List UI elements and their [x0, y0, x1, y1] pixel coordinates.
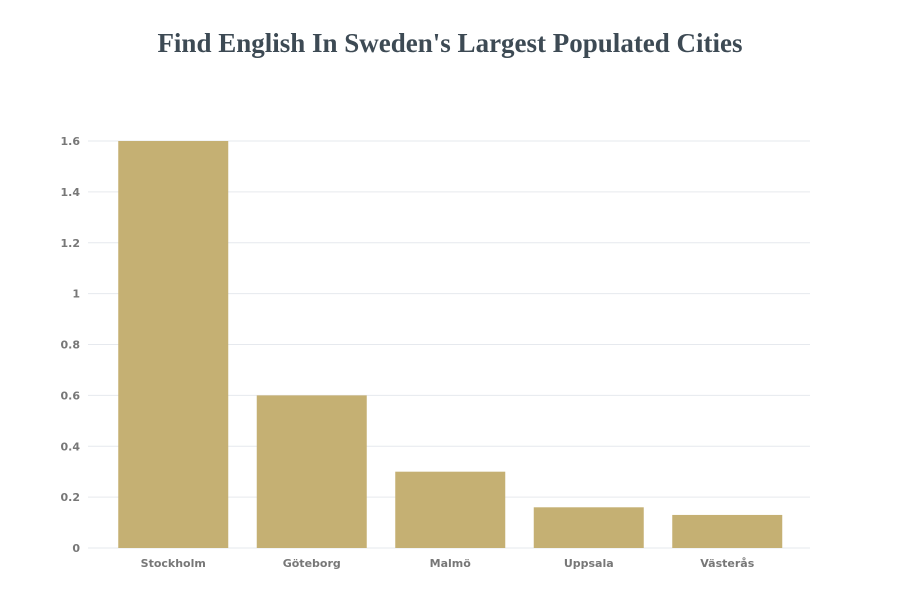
y-tick-label: 0: [72, 542, 80, 555]
y-tick-label: 0.2: [61, 491, 81, 504]
bar-malmö: [395, 471, 506, 548]
chart-title: Find English In Sweden's Largest Populat…: [157, 28, 743, 58]
y-tick-label: 1: [72, 288, 80, 301]
y-tick-label: 1.2: [61, 237, 81, 250]
bar-stockholm: [118, 141, 229, 548]
y-tick-label: 0.4: [61, 440, 81, 453]
x-tick-label: Västerås: [700, 557, 754, 570]
bar-göteborg: [256, 395, 367, 548]
y-tick-label: 1.6: [61, 135, 81, 148]
bar-uppsala: [533, 507, 644, 548]
y-tick-label: 1.4: [61, 186, 81, 199]
x-tick-label: Malmö: [430, 557, 472, 570]
x-tick-label: Stockholm: [141, 557, 206, 570]
bar-västerås: [672, 514, 783, 548]
x-tick-label: Uppsala: [564, 557, 614, 570]
y-tick-label: 0.6: [61, 389, 81, 402]
y-tick-label: 0.8: [61, 339, 81, 352]
x-tick-label: Göteborg: [283, 557, 341, 570]
